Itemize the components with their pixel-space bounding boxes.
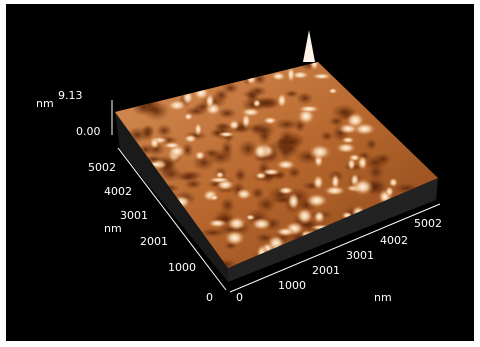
texture xyxy=(295,91,314,105)
texture xyxy=(367,163,385,181)
texture xyxy=(365,137,378,151)
texture xyxy=(327,87,338,95)
texture xyxy=(287,192,300,211)
texture xyxy=(286,65,296,83)
texture xyxy=(341,136,356,144)
texture xyxy=(384,185,395,198)
texture xyxy=(335,142,357,154)
texture xyxy=(245,214,256,221)
texture xyxy=(305,193,329,208)
texture xyxy=(226,216,247,231)
x-tick-label: 5002 xyxy=(414,217,442,230)
y-unit: nm xyxy=(104,222,122,235)
texture xyxy=(275,159,296,170)
x-tick-label: 2001 xyxy=(312,264,340,277)
texture xyxy=(347,157,356,171)
texture xyxy=(262,116,278,125)
texture xyxy=(241,112,251,130)
texture xyxy=(352,122,377,136)
y-axis xyxy=(117,147,227,291)
texture xyxy=(194,122,203,137)
texture xyxy=(162,141,182,150)
texture xyxy=(166,99,188,112)
texture xyxy=(254,171,267,180)
texture xyxy=(277,137,303,147)
x-tick-label: 4002 xyxy=(380,234,408,247)
texture xyxy=(215,171,225,179)
y-tick-label: 5002 xyxy=(88,161,116,174)
texture xyxy=(388,177,399,188)
x-axis xyxy=(229,203,441,293)
texture xyxy=(270,71,287,82)
texture xyxy=(274,118,300,131)
texture xyxy=(207,149,234,166)
texture xyxy=(275,227,296,237)
x-tick-label: 3001 xyxy=(346,249,374,262)
x-tick-label: 1000 xyxy=(278,279,306,292)
texture xyxy=(351,178,375,196)
texture xyxy=(252,142,269,161)
texture xyxy=(261,168,281,176)
texture xyxy=(228,119,240,131)
texture xyxy=(320,130,334,142)
y-tick-label: 1000 xyxy=(168,261,196,274)
y-tick-label: 3001 xyxy=(120,209,148,222)
texture xyxy=(224,230,246,246)
texture xyxy=(250,217,272,231)
texture xyxy=(199,227,227,238)
x-tick-label: 0 xyxy=(236,291,243,304)
texture xyxy=(323,185,346,196)
texture xyxy=(297,105,321,113)
side-wall xyxy=(228,178,438,282)
texture xyxy=(290,70,310,80)
texture xyxy=(276,92,287,109)
texture xyxy=(235,188,253,201)
texture xyxy=(313,210,326,224)
texture xyxy=(357,155,368,171)
y-tick-label: 0 xyxy=(206,291,213,304)
texture xyxy=(140,126,155,142)
texture xyxy=(284,89,299,98)
texture xyxy=(252,98,262,108)
texture xyxy=(183,112,194,121)
texture xyxy=(207,176,232,183)
texture xyxy=(277,186,295,195)
texture xyxy=(312,174,324,191)
texture xyxy=(175,173,200,182)
texture xyxy=(209,194,219,201)
texture xyxy=(156,123,173,138)
texture xyxy=(255,195,277,214)
texture xyxy=(217,131,236,138)
z-min: 0.00 xyxy=(76,125,101,138)
texture xyxy=(309,62,320,71)
spike xyxy=(303,30,315,62)
z-unit: nm xyxy=(36,97,54,110)
side-wall xyxy=(115,112,228,282)
texture xyxy=(149,136,160,150)
y-tick-label: 2001 xyxy=(140,235,168,248)
x-unit: nm xyxy=(374,291,392,304)
y-tick-label: 4002 xyxy=(104,185,132,198)
texture xyxy=(194,150,206,161)
texture xyxy=(311,72,333,80)
texture xyxy=(217,107,237,120)
texture xyxy=(251,186,265,200)
texture xyxy=(183,134,198,144)
texture xyxy=(308,143,332,161)
texture xyxy=(374,152,392,165)
texture xyxy=(233,167,248,183)
texture xyxy=(207,218,228,228)
z-max: 9.13 xyxy=(58,89,83,102)
texture xyxy=(296,207,314,225)
texture xyxy=(287,166,302,179)
texture xyxy=(251,121,276,139)
